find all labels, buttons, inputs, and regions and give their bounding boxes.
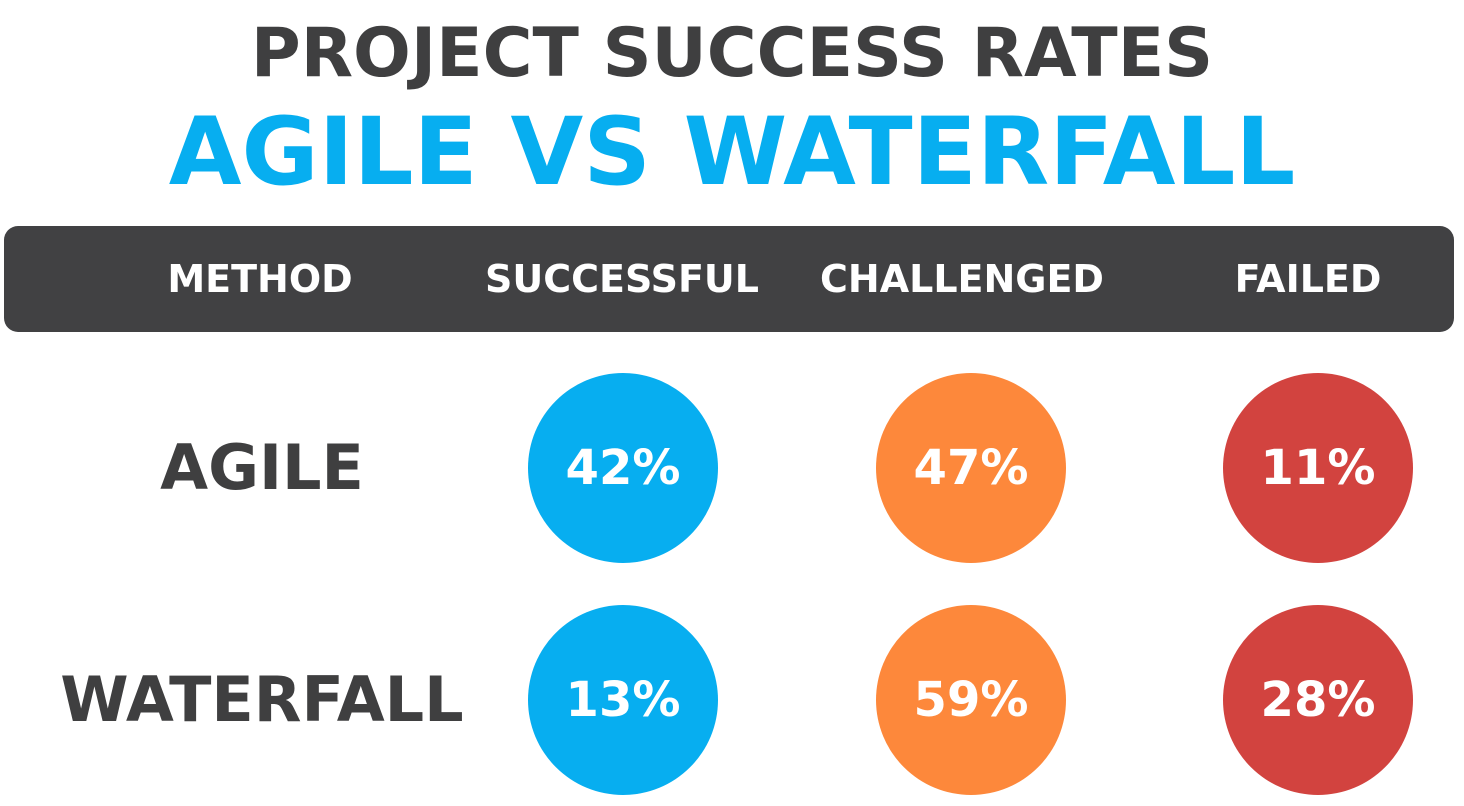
row-label-waterfall: WATERFALL (60, 663, 464, 736)
circle-waterfall-failed: 28% (1223, 605, 1413, 795)
column-header-failed: FAILED (1234, 257, 1382, 301)
column-header-challenged: CHALLENGED (820, 257, 1104, 301)
column-header-bar: METHOD SUCCESSFUL CHALLENGED FAILED (4, 226, 1454, 332)
circle-value-label: 11% (1260, 440, 1376, 496)
row-label-agile: AGILE (160, 431, 364, 504)
circle-value-label: 28% (1260, 672, 1376, 728)
page-subtitle: AGILE VS WATERFALL (168, 98, 1296, 207)
circle-waterfall-successful: 13% (528, 605, 718, 795)
circle-value-label: 59% (913, 672, 1029, 728)
column-header-method: METHOD (167, 257, 353, 301)
circle-waterfall-challenged: 59% (876, 605, 1066, 795)
circle-agile-challenged: 47% (876, 373, 1066, 563)
circle-value-label: 47% (913, 440, 1029, 496)
circle-value-label: 42% (565, 440, 681, 496)
circle-agile-successful: 42% (528, 373, 718, 563)
circle-value-label: 13% (565, 672, 681, 728)
column-header-successful: SUCCESSFUL (484, 257, 759, 301)
circle-agile-failed: 11% (1223, 373, 1413, 563)
page-title: PROJECT SUCCESS RATES (250, 14, 1214, 93)
